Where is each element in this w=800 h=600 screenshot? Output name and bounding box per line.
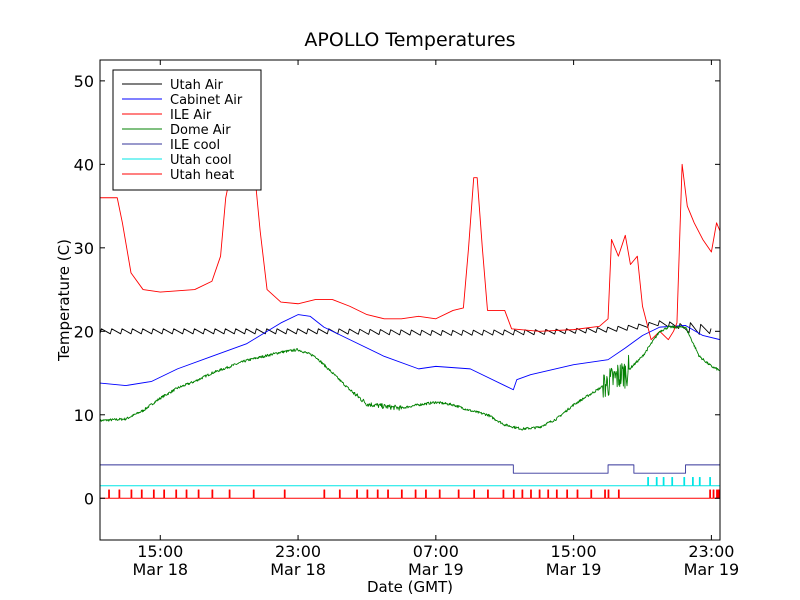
legend-label-ile-cool: ILE cool [170,138,220,153]
y-tick-label: 30 [74,239,94,258]
y-tick-label: 20 [74,322,94,341]
x-tick-time-label: 23:00 [688,542,734,561]
legend-label-cabinet-air: Cabinet Air [170,93,243,108]
x-axis-label: Date (GMT) [367,578,453,596]
x-tick-date-label: Mar 18 [270,560,326,579]
legend-label-utah-air: Utah Air [170,78,223,93]
x-tick-time-label: 23:00 [275,542,321,561]
series-line-utah-cool [100,476,720,487]
series-line-dome-air [100,325,720,431]
x-tick-date-label: Mar 19 [408,560,464,579]
series-line-utah-air [100,320,712,336]
x-tick-time-label: 15:00 [137,542,183,561]
x-tick-date-label: Mar 19 [546,560,602,579]
series-line-utah-heat [100,489,720,499]
legend-label-utah-cool: Utah cool [170,153,232,168]
chart-title: APOLLO Temperatures [304,29,515,51]
y-axis-label: Temperature (C) [55,239,73,362]
plot-border [99,59,721,541]
series-layer [100,163,720,499]
legend-label-ile-air: ILE Air [170,108,212,123]
y-tick-label: 40 [74,155,94,174]
series-line-cabinet-air [100,314,720,391]
x-tick-time-label: 07:00 [413,542,459,561]
x-tick-date-label: Mar 19 [684,560,740,579]
y-tick-label: 10 [74,406,94,425]
legend-label-dome-air: Dome Air [170,123,231,138]
y-tick-label: 0 [84,489,94,508]
x-tick-date-label: Mar 18 [132,560,188,579]
x-tick-time-label: 15:00 [551,542,597,561]
series-line-ile-cool [100,464,720,474]
y-tick-label: 50 [74,72,94,91]
legend-box [112,69,262,191]
legend-label-utah-heat: Utah heat [170,168,234,183]
series-line-ile-air [100,163,720,341]
